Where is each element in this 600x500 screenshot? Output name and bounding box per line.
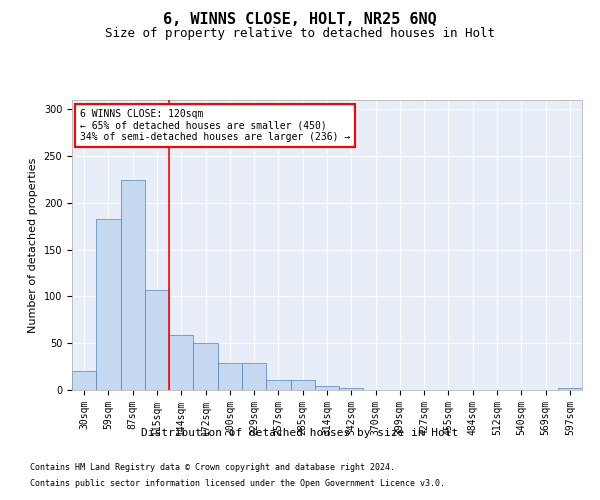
Bar [558,388,582,390]
Text: Contains public sector information licensed under the Open Government Licence v3: Contains public sector information licen… [30,478,445,488]
Bar [315,386,339,390]
Bar [145,290,169,390]
Text: Distribution of detached houses by size in Holt: Distribution of detached houses by size … [142,428,458,438]
Text: 6, WINNS CLOSE, HOLT, NR25 6NQ: 6, WINNS CLOSE, HOLT, NR25 6NQ [163,12,437,28]
Bar [242,363,266,390]
Bar [290,380,315,390]
Text: Contains HM Land Registry data © Crown copyright and database right 2024.: Contains HM Land Registry data © Crown c… [30,464,395,472]
Bar [218,363,242,390]
Bar [193,343,218,390]
Bar [121,180,145,390]
Bar [339,388,364,390]
Y-axis label: Number of detached properties: Number of detached properties [28,158,38,332]
Bar [169,335,193,390]
Text: 6 WINNS CLOSE: 120sqm
← 65% of detached houses are smaller (450)
34% of semi-det: 6 WINNS CLOSE: 120sqm ← 65% of detached … [80,108,350,142]
Bar [96,219,121,390]
Bar [266,380,290,390]
Text: Size of property relative to detached houses in Holt: Size of property relative to detached ho… [105,28,495,40]
Bar [72,372,96,390]
